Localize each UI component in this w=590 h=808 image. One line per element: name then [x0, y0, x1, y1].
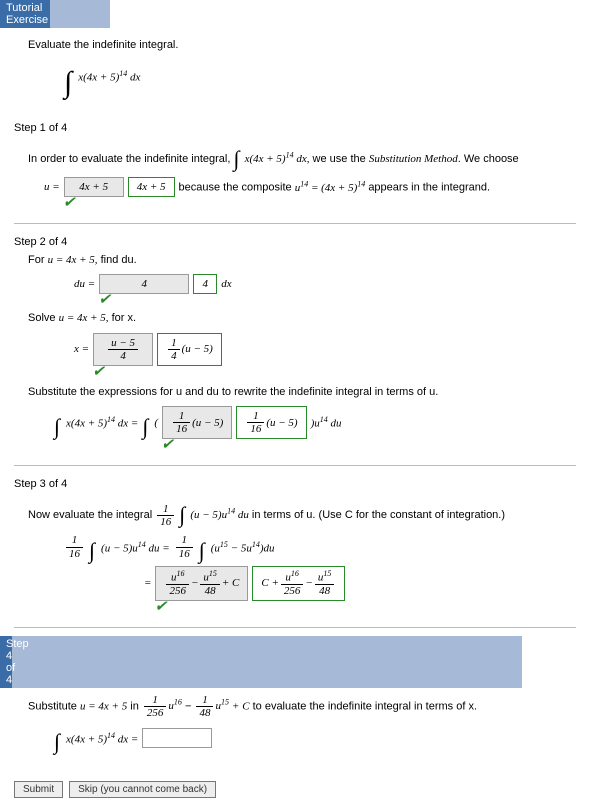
step1-answer-row: u = 4x + 5 ✔ 4x + 5 because the composit…	[44, 177, 576, 197]
step4-line: Substitute u = 4x + 5 in 1256u16 − 148u1…	[14, 694, 576, 719]
step2-big-entered[interactable]: 116(u − 5) ✔	[162, 406, 232, 439]
integral-sign: ∫	[54, 414, 60, 440]
step2-du-row: du = 4 ✔ 4 dx	[74, 274, 576, 294]
integrand: x(4x + 5)14 dx	[78, 69, 140, 84]
divider	[14, 223, 576, 224]
step3-line: Now evaluate the integral 116 ∫ (u − 5)u…	[14, 494, 576, 528]
step1-correct: 4x + 5	[128, 177, 175, 197]
step4-answer-input[interactable]	[142, 728, 212, 748]
step3-correct: C + u16256 − u1548	[252, 566, 345, 601]
step2-x-correct: 14(u − 5)	[157, 333, 222, 366]
integral-sign: ∫	[64, 66, 72, 100]
step2-du-entered[interactable]: 4 ✔	[99, 274, 189, 294]
step4-label: Step 4 of 4	[6, 638, 29, 686]
divider	[14, 627, 576, 628]
check-icon: ✔	[161, 435, 174, 454]
header-title: Tutorial Exercise	[6, 2, 48, 26]
step2-x-row: x = u − 54 ✔ 14(u − 5)	[74, 333, 576, 366]
integral-sign: ∫	[54, 729, 60, 755]
step1-because: because the composite u14 = (4x + 5)14 a…	[179, 179, 491, 194]
step3-label: Step 3 of 4	[0, 478, 590, 490]
step2-x-entered[interactable]: u − 54 ✔	[93, 333, 153, 366]
u-equals: u =	[44, 181, 60, 193]
equals: =	[144, 577, 151, 589]
step3-entered[interactable]: u16256 − u1548 + C ✔	[155, 566, 248, 601]
step2-label: Step 2 of 4	[0, 236, 590, 248]
step2-big-correct: 116(u − 5)	[236, 406, 306, 439]
integral-sign: ∫	[142, 414, 148, 440]
x-eq: x =	[74, 343, 89, 355]
check-icon: ✔	[98, 290, 111, 309]
check-icon: ✔	[63, 193, 76, 212]
check-icon: ✔	[92, 362, 105, 381]
step4-header: Step 4 of 4	[0, 636, 522, 688]
step1-label: Step 1 of 4	[0, 122, 590, 134]
step2-solve-line: Solve u = 4x + 5, for x.	[14, 310, 576, 327]
integral-sign: ∫	[199, 538, 205, 564]
integral-sign: ∫	[233, 142, 239, 175]
step1-line: In order to evaluate the indefinite inte…	[14, 138, 576, 171]
dx-label: dx	[221, 278, 231, 290]
step2-du-correct: 4	[193, 274, 217, 294]
problem-integral: ∫ x(4x + 5)14 dx	[64, 60, 576, 94]
integral-sign: ∫	[89, 538, 95, 564]
step2-sub-line: Substitute the expressions for u and du …	[14, 384, 576, 401]
step2-for-line: For u = 4x + 5, find du.	[14, 252, 576, 269]
integral-sign: ∫	[179, 498, 185, 531]
header-tutorial: Tutorial Exercise	[0, 0, 110, 28]
step3-expand-row: 116 ∫ (u − 5)u14 du = 116 ∫ (u15 − 5u14)…	[64, 534, 576, 560]
step3-result-row: = u16256 − u1548 + C ✔ C + u16256 − u154…	[144, 566, 576, 601]
step4-final-row: ∫ x(4x + 5)14 dx =	[54, 725, 576, 751]
step2-rewrite-row: ∫ x(4x + 5)14 dx = ∫ ( 116(u − 5) ✔ 116(…	[54, 406, 576, 439]
du-eq: du =	[74, 278, 95, 290]
problem-prompt: Evaluate the indefinite integral.	[14, 37, 576, 54]
step1-entered[interactable]: 4x + 5 ✔	[64, 177, 124, 197]
check-icon: ✔	[154, 597, 167, 616]
divider	[14, 465, 576, 466]
